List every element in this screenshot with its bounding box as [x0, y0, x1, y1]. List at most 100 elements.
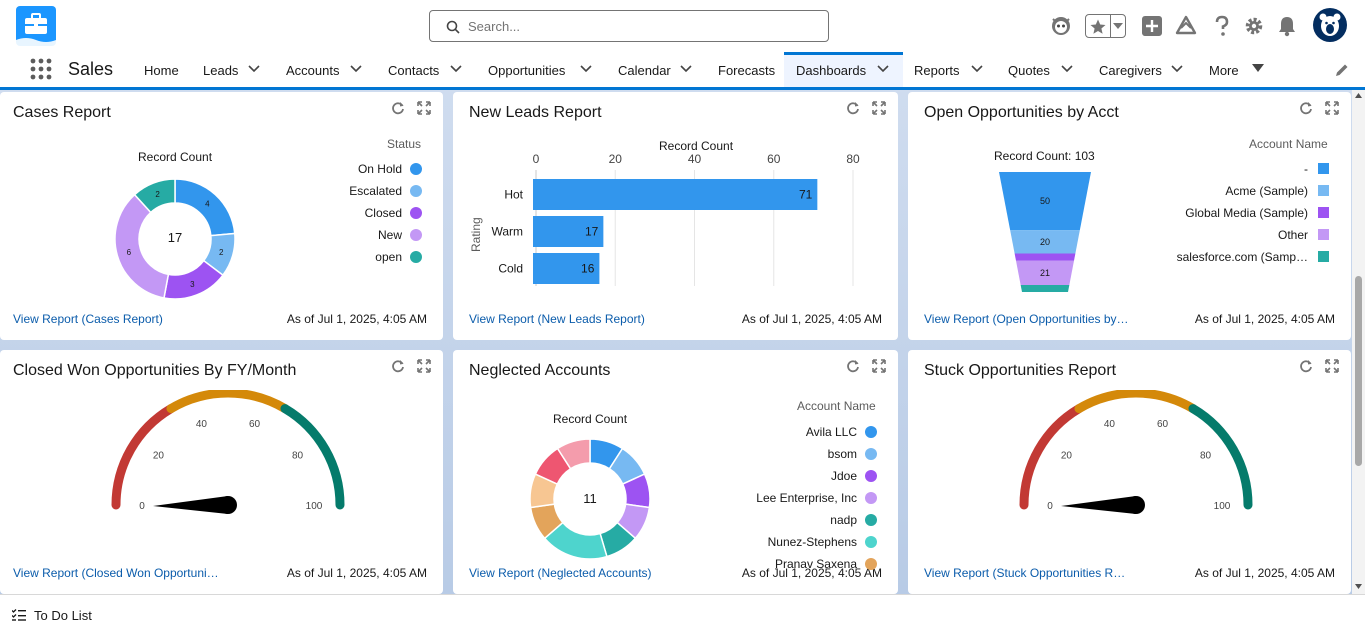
x-tick-label: 20	[609, 152, 623, 166]
help-icon[interactable]	[1212, 15, 1232, 37]
astro-icon[interactable]	[1049, 13, 1073, 37]
global-search-input[interactable]: Search...	[429, 10, 829, 42]
legend-item[interactable]: Other	[1278, 228, 1329, 242]
donut-slice[interactable]	[114, 193, 170, 299]
refresh-icon[interactable]	[391, 359, 405, 373]
bar[interactable]	[533, 179, 818, 210]
legend-item[interactable]: Lee Enterprise, Inc	[756, 491, 877, 505]
utility-bar: To Do List	[0, 594, 1365, 630]
nav-item-opportunities[interactable]: Opportunities	[476, 52, 606, 87]
nav-item-label: Caregivers	[1099, 63, 1162, 78]
notifications-bell-icon[interactable]	[1277, 15, 1297, 37]
gauge-band	[280, 404, 345, 510]
view-report-link[interactable]: View Report (Stuck Opportunities R…	[924, 566, 1126, 580]
trailhead-icon[interactable]	[1175, 15, 1197, 37]
nav-item-leads[interactable]: Leads	[191, 52, 271, 87]
legend-item[interactable]: New	[378, 228, 422, 242]
user-avatar[interactable]	[1313, 8, 1347, 42]
app-logo[interactable]	[16, 6, 56, 46]
legend-item[interactable]: nadp	[830, 513, 877, 527]
dashboard-scrollbar[interactable]	[1352, 90, 1365, 594]
refresh-icon[interactable]	[846, 101, 860, 115]
refresh-icon[interactable]	[391, 101, 405, 115]
legend-item[interactable]: -	[1304, 162, 1329, 176]
scroll-up-arrow-icon[interactable]	[1355, 93, 1362, 98]
nav-item-reports[interactable]: Reports	[902, 52, 998, 87]
legend-item[interactable]: Global Media (Sample)	[1185, 206, 1329, 220]
chevron-down-icon[interactable]	[1171, 62, 1183, 74]
view-report-link[interactable]: View Report (Open Opportunities by…	[924, 312, 1129, 326]
edit-pencil-icon[interactable]	[1334, 63, 1349, 78]
funnel-segment[interactable]	[1020, 285, 1070, 292]
global-add-icon[interactable]	[1142, 16, 1162, 36]
funnel-segment[interactable]	[1014, 253, 1076, 261]
legend-item[interactable]: On Hold	[358, 162, 422, 176]
legend-item[interactable]: open	[375, 250, 422, 264]
legend-item[interactable]: Acme (Sample)	[1225, 184, 1329, 198]
view-report-link[interactable]: View Report (Neglected Accounts)	[469, 566, 652, 580]
legend-item[interactable]: Pranav Saxena	[775, 557, 877, 571]
neglected-accounts-donut-chart	[529, 438, 651, 560]
legend-item[interactable]: Avila LLC	[806, 425, 877, 439]
expand-icon[interactable]	[872, 359, 886, 373]
legend-title: Status	[387, 137, 422, 151]
nav-item-label: Calendar	[618, 63, 671, 78]
nav-item-more[interactable]: More	[1197, 52, 1277, 87]
legend-item[interactable]: Nunez-Stephens	[768, 535, 877, 549]
scroll-down-arrow-icon[interactable]	[1355, 584, 1362, 589]
refresh-icon[interactable]	[846, 359, 860, 373]
chevron-down-icon[interactable]	[1061, 62, 1073, 74]
nav-item-accounts[interactable]: Accounts	[274, 52, 374, 87]
scrollbar-thumb[interactable]	[1355, 276, 1362, 466]
nav-item-calendar[interactable]: Calendar	[606, 52, 706, 87]
nav-item-caregivers[interactable]: Caregivers	[1087, 52, 1197, 87]
chevron-down-icon[interactable]	[248, 62, 260, 74]
chevron-down-icon[interactable]	[971, 62, 983, 74]
expand-icon[interactable]	[872, 101, 886, 115]
view-report-link[interactable]: View Report (Cases Report)	[13, 312, 163, 326]
nav-item-dashboards[interactable]: Dashboards	[784, 52, 903, 87]
expand-icon[interactable]	[417, 359, 431, 373]
chevron-down-icon[interactable]	[580, 62, 592, 74]
legend-item[interactable]: salesforce.com (Samp…	[1177, 250, 1329, 264]
view-report-link[interactable]: View Report (New Leads Report)	[469, 312, 645, 326]
legend-item[interactable]: Escalated	[349, 184, 422, 198]
card-actions	[391, 101, 431, 120]
refresh-icon[interactable]	[1299, 101, 1313, 115]
donut-slice[interactable]	[133, 178, 176, 214]
setup-gear-icon[interactable]	[1244, 16, 1264, 36]
legend-swatch	[865, 514, 877, 526]
closed-won-gauge-chart: 0 20 40 60 80 100	[111, 390, 345, 514]
bar[interactable]	[533, 216, 604, 247]
funnel-segment[interactable]	[1015, 260, 1075, 286]
donut-slice[interactable]	[556, 438, 591, 470]
legend-item[interactable]: Closed	[365, 206, 422, 220]
nav-item-quotes[interactable]: Quotes	[996, 52, 1086, 87]
bar[interactable]	[533, 253, 600, 284]
refresh-icon[interactable]	[1299, 359, 1313, 373]
nav-item-contacts[interactable]: Contacts	[376, 52, 476, 87]
chevron-down-icon[interactable]	[450, 62, 462, 74]
dashboard-card-new-leads-report: New Leads Report Record Count 0 20 40 60 80 7…	[453, 92, 898, 340]
expand-icon[interactable]	[417, 101, 431, 115]
chevron-down-icon[interactable]	[350, 62, 362, 74]
legend-item[interactable]: Jdoe	[831, 469, 877, 483]
nav-item-home[interactable]: Home	[132, 52, 194, 87]
favorites-button[interactable]	[1085, 14, 1126, 38]
app-name: Sales	[68, 59, 114, 79]
funnel-segment[interactable]	[999, 172, 1091, 231]
dashboard-card-open-opportunities: Open Opportunities by Acct Record Count:…	[908, 92, 1351, 340]
chevron-down-icon[interactable]	[877, 62, 889, 74]
chevron-down-icon[interactable]	[680, 62, 692, 74]
caret-down-icon[interactable]	[1252, 64, 1264, 72]
card-title: Neglected Accounts	[469, 362, 611, 379]
app-launcher-waffle-icon[interactable]	[30, 58, 52, 80]
view-report-link[interactable]: View Report (Closed Won Opportuni…	[13, 566, 219, 580]
legend-item[interactable]: bsom	[828, 447, 877, 461]
nav-item-forecasts[interactable]: Forecasts	[706, 52, 784, 87]
expand-icon[interactable]	[1325, 359, 1339, 373]
funnel-segment[interactable]	[1010, 230, 1080, 254]
new-leads-bar-chart: 0 20 40 60 80 71 Hot 17 Warm 16 Cold	[491, 152, 860, 286]
todo-list-label: To Do List	[34, 608, 92, 623]
expand-icon[interactable]	[1325, 101, 1339, 115]
